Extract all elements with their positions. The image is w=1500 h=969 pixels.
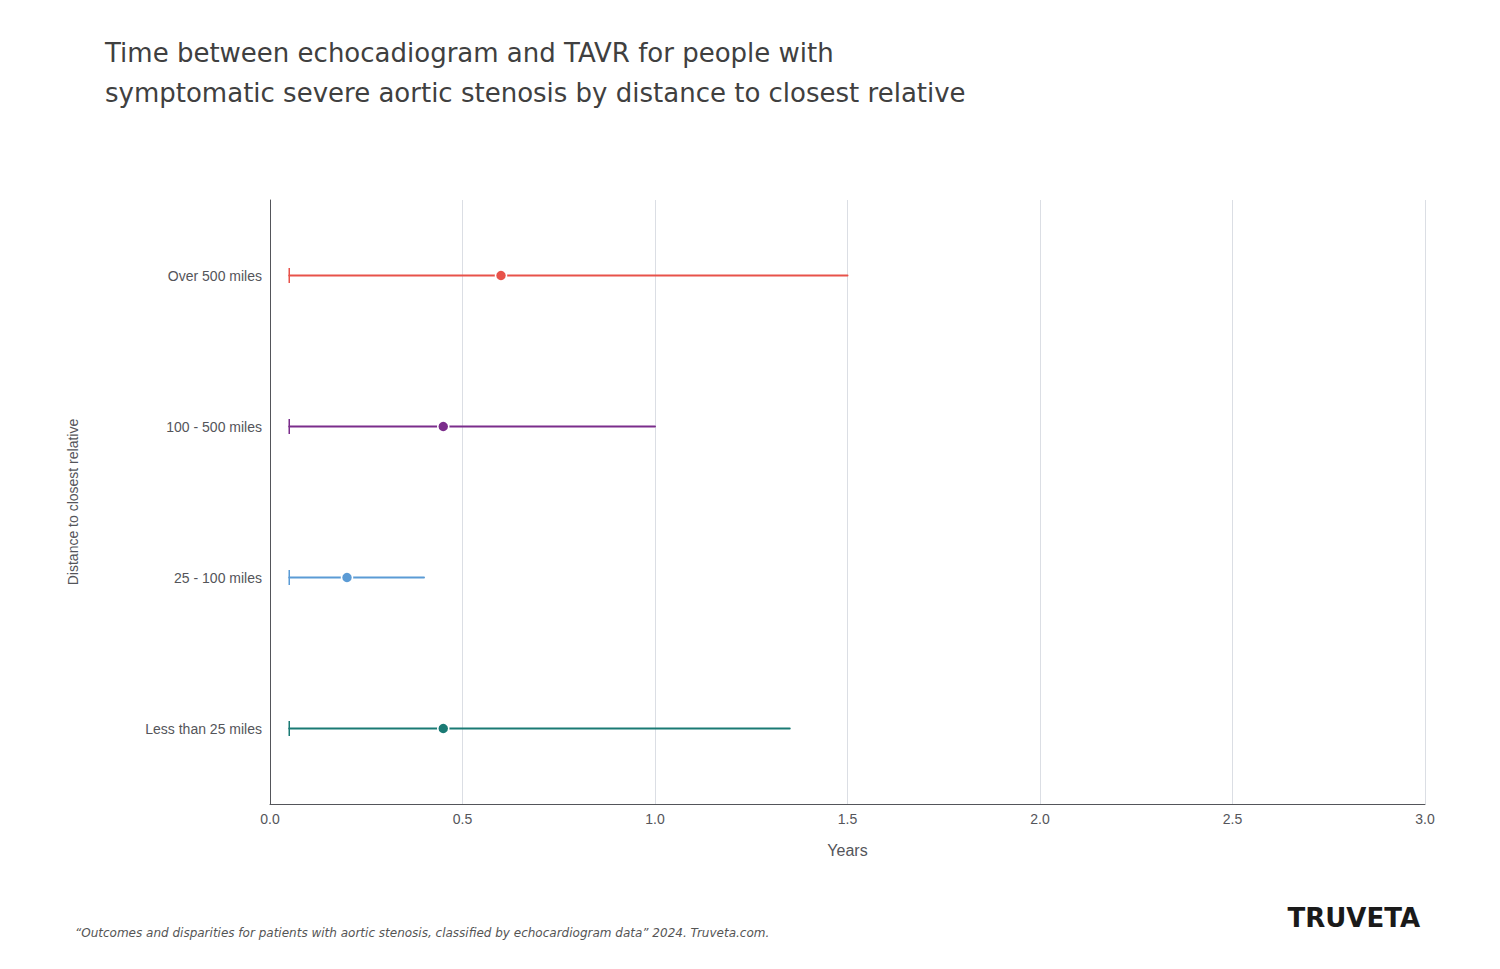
svg-text:1.0: 1.0 (645, 811, 665, 827)
svg-text:Years: Years (827, 842, 867, 859)
svg-text:Over 500 miles: Over 500 miles (168, 268, 262, 284)
svg-text:100 - 500 miles: 100 - 500 miles (166, 419, 262, 435)
svg-text:Distance to closest relative: Distance to closest relative (65, 419, 81, 586)
svg-text:“Outcomes and disparities for: “Outcomes and disparities for patients w… (75, 926, 769, 940)
svg-text:symptomatic severe aortic sten: symptomatic severe aortic stenosis by di… (105, 78, 966, 108)
svg-text:25 - 100 miles: 25 - 100 miles (174, 570, 262, 586)
svg-text:1.5: 1.5 (838, 811, 858, 827)
svg-text:Less than 25 miles: Less than 25 miles (145, 721, 262, 737)
svg-text:0.0: 0.0 (260, 811, 280, 827)
svg-text:2.5: 2.5 (1223, 811, 1243, 827)
svg-text:Time between echocadiogram and: Time between echocadiogram and TAVR for … (104, 38, 834, 68)
svg-text:2.0: 2.0 (1030, 811, 1050, 827)
svg-text:3.0: 3.0 (1415, 811, 1435, 827)
svg-text:0.5: 0.5 (453, 811, 473, 827)
svg-text:TRUVETA: TRUVETA (1287, 903, 1420, 933)
